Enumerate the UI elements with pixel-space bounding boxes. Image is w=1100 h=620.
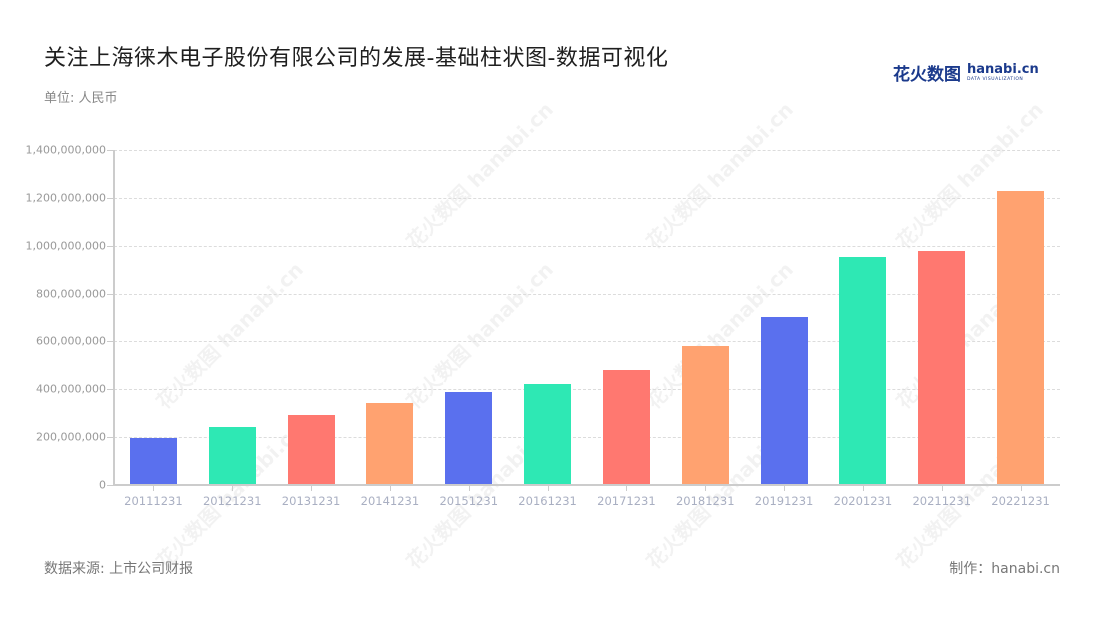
y-tick-mark: [107, 293, 113, 295]
data-source: 数据来源: 上市公司财报: [44, 561, 194, 577]
credit-link[interactable]: 制作：hanabi.cn: [949, 561, 1060, 577]
bar-20171231[interactable]: [602, 369, 650, 485]
x-tick-label: 20131231: [281, 494, 341, 508]
logo-en-subtext: DATA VISUALIZATION: [967, 76, 1024, 82]
x-tick-label: 20171231: [597, 494, 656, 508]
brand-logo: 花火数图 hanabi.cn DATA VISUALIZATION: [893, 60, 1039, 85]
y-tick-label: 1,200,000,000: [25, 191, 106, 205]
x-tick-mark: [941, 486, 943, 491]
x-tick-mark: [862, 486, 864, 491]
x-tick-mark: [626, 486, 628, 491]
y-tick-mark: [107, 150, 113, 151]
y-tick-label: 600,000,000: [36, 334, 106, 348]
x-tick-label: 20221231: [991, 494, 1050, 508]
bar-20201231[interactable]: [839, 256, 887, 485]
logo-en-text: hanabi.cn: [967, 61, 1039, 77]
x-tick-label: 20201231: [833, 494, 893, 508]
x-tick-mark: [784, 486, 786, 491]
x-tick-mark: [311, 486, 313, 491]
watermark: 花火数图 hanabi.cn: [401, 97, 558, 254]
y-tick-mark: [107, 389, 113, 391]
bar-20141231[interactable]: [366, 402, 414, 485]
bar-20161231[interactable]: [524, 384, 572, 485]
watermark: 花火数图 hanabi.cn: [151, 257, 308, 414]
y-tick-mark: [107, 245, 113, 247]
unit-label: 单位: 人民币: [44, 91, 118, 106]
y-axis-line: [113, 150, 115, 486]
x-tick-mark: [232, 486, 234, 491]
x-tick-mark: [468, 486, 470, 491]
gridline: [114, 389, 1060, 391]
x-tick-mark: [389, 486, 391, 491]
x-tick-label: 20181231: [675, 494, 735, 508]
y-tick-label: 1,400,000,000: [25, 143, 106, 157]
y-tick-mark: [107, 485, 113, 486]
y-tick-mark: [107, 341, 113, 343]
bar-20121231[interactable]: [208, 427, 256, 485]
bar-20221231[interactable]: [997, 190, 1045, 485]
gridline: [114, 437, 1060, 439]
y-tick-label: 200,000,000: [36, 430, 106, 444]
bar-20131231[interactable]: [287, 415, 335, 485]
x-tick-mark: [153, 486, 155, 491]
x-tick-label: 20191231: [754, 494, 814, 508]
logo-cn-text: 花火数图: [893, 65, 961, 85]
x-tick-label: 20141231: [360, 494, 420, 508]
bar-20151231[interactable]: [445, 391, 493, 485]
watermark: 花火数图 hanabi.cn: [641, 97, 798, 254]
x-axis-line: [113, 484, 1060, 486]
gridline: [114, 293, 1060, 295]
y-tick-label: 800,000,000: [36, 287, 106, 301]
chart-title: 关注上海徕木电子股份有限公司的发展-基础柱状图-数据可视化: [44, 46, 669, 71]
logo-en-block: hanabi.cn DATA VISUALIZATION: [967, 63, 1039, 83]
x-tick-mark: [1020, 486, 1022, 491]
x-tick-label: 20211231: [912, 494, 972, 508]
x-tick-label: 20151231: [439, 494, 499, 508]
gridline: [114, 197, 1060, 199]
gridline: [114, 150, 1060, 151]
y-tick-label: 0: [99, 478, 106, 492]
x-tick-label: 20161231: [518, 494, 577, 508]
x-tick-mark: [547, 486, 549, 491]
bar-20191231[interactable]: [760, 317, 808, 485]
y-tick-mark: [107, 437, 113, 439]
x-tick-mark: [705, 486, 707, 491]
bar-20181231[interactable]: [681, 345, 729, 485]
bar-20111231[interactable]: [129, 438, 177, 485]
bar-20211231[interactable]: [918, 250, 966, 485]
x-tick-label: 20121231: [202, 494, 262, 508]
x-tick-label: 20111231: [124, 494, 183, 508]
gridline: [114, 341, 1060, 343]
y-tick-mark: [107, 197, 113, 199]
gridline: [114, 245, 1060, 247]
y-tick-label: 1,000,000,000: [25, 239, 106, 253]
y-tick-label: 400,000,000: [36, 382, 106, 396]
